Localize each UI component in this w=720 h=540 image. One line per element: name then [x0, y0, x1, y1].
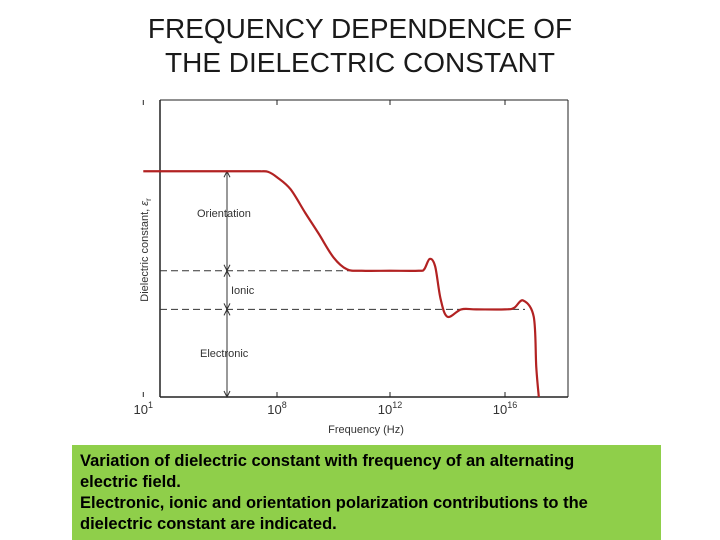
x-tick-label-exponent: 12	[392, 400, 402, 410]
electronic-annotation: Electronic	[200, 348, 249, 360]
dielectric-constant-curve	[143, 170, 540, 398]
title-line-1: FREQUENCY DEPENDENCE OF	[147, 13, 573, 44]
x-tick-label-base: 10	[134, 402, 148, 417]
y-axis-label-text: Dielectric constant,	[139, 206, 151, 302]
bracket-arrow	[223, 390, 231, 399]
x-tick-label: 1012	[378, 400, 402, 417]
contribution-bracket	[223, 170, 231, 399]
x-tick-label-exponent: 1	[148, 400, 153, 410]
x-tick-label-base: 10	[267, 402, 281, 417]
slide-title: FREQUENCY DEPENDENCE OF THE DIELECTRIC C…	[0, 12, 720, 80]
caption-line-2: electric field.	[80, 473, 181, 491]
top-ticks	[142, 100, 506, 397]
x-tick-label-base: 10	[493, 402, 507, 417]
x-tick-label: 108	[267, 400, 286, 417]
x-tick-label-base: 10	[378, 402, 392, 417]
y-axis-label-symbol: ε	[139, 201, 151, 206]
bracket-arrow	[223, 308, 231, 316]
caption-line-1: Variation of dielectric constant with fr…	[80, 452, 575, 470]
caption-line-3: Electronic, ionic and orientation polari…	[80, 494, 588, 512]
x-tick-label: 1016	[493, 400, 517, 417]
caption-line-4: dielectric constant are indicated.	[80, 515, 337, 533]
bracket-arrow	[223, 269, 231, 277]
x-tick-label-exponent: 8	[282, 400, 287, 410]
y-axis-label-subscript: r	[144, 198, 153, 201]
title-line-2: THE DIELECTRIC CONSTANT	[165, 47, 555, 78]
x-tick-label-exponent: 16	[507, 400, 517, 410]
dielectric-constant-chart: Orientation Ionic Electronic 101 108 1012 1…	[134, 99, 569, 436]
ionic-annotation: Ionic	[231, 285, 255, 297]
x-tick-labels: 101 108 1012 1016	[134, 400, 518, 417]
x-axis-label: Frequency (Hz)	[328, 424, 404, 436]
caption-box: Variation of dielectric constant with fr…	[72, 445, 661, 540]
orientation-annotation: Orientation	[197, 208, 251, 220]
x-tick-label: 101	[134, 400, 153, 417]
y-axis-label: Dielectric constant, εr	[139, 198, 153, 302]
